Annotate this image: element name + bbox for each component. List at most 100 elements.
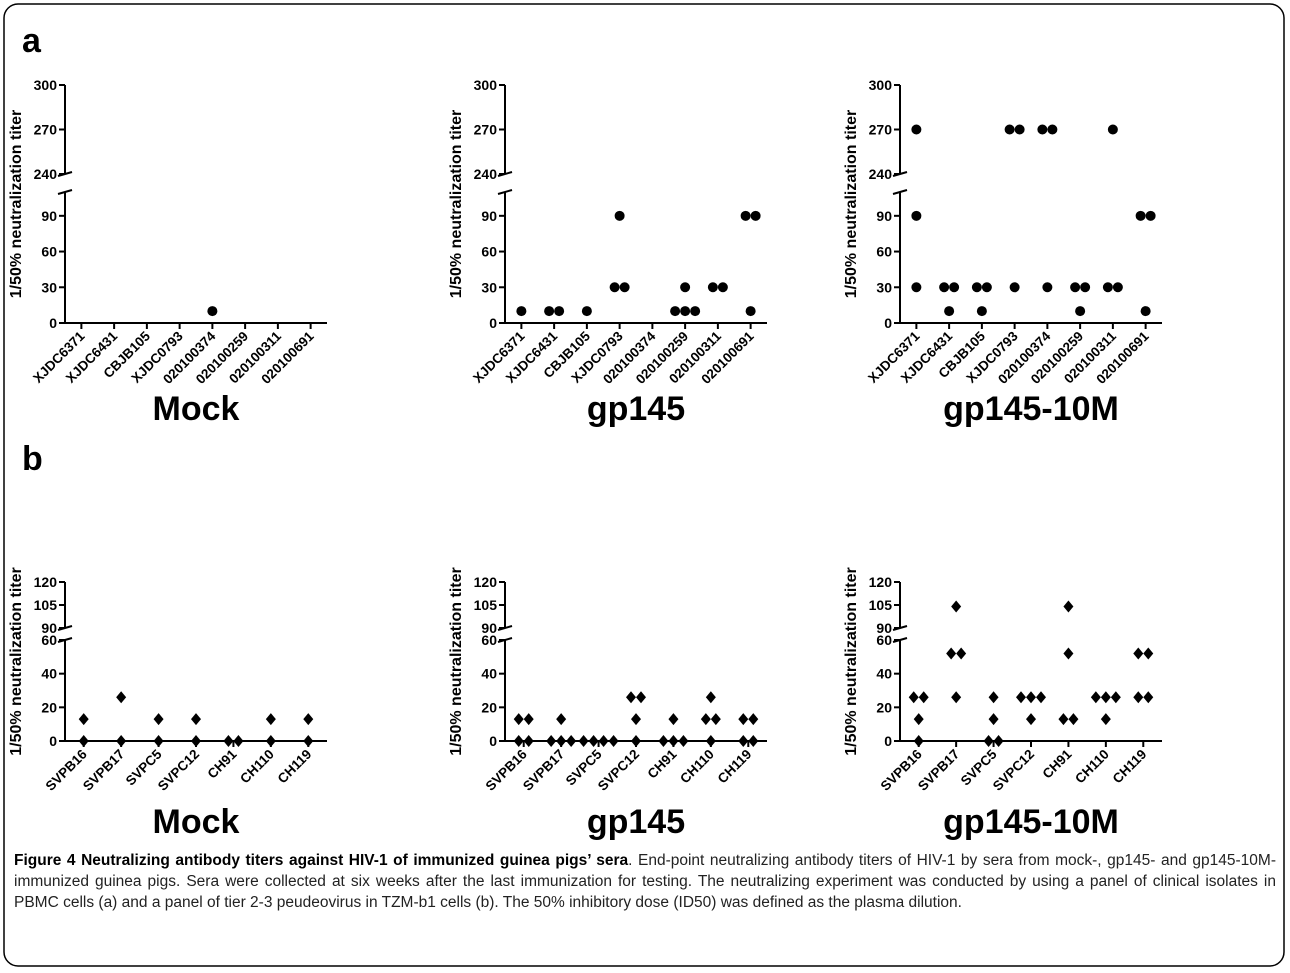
y-tick-label: 30 (481, 279, 497, 295)
point (1112, 282, 1123, 293)
y-tick-label: 0 (49, 315, 57, 331)
x-tick-label: CH91 (1040, 746, 1075, 781)
point (988, 713, 999, 726)
point (670, 306, 681, 317)
point (951, 600, 962, 613)
point (658, 735, 669, 747)
point (626, 691, 636, 704)
point (705, 691, 716, 704)
frame (3, 3, 1285, 967)
point (546, 735, 557, 747)
point (614, 210, 625, 221)
point (1026, 691, 1036, 704)
y-tick-label: 60 (41, 632, 57, 648)
y-axis-label: 1/50% neutralization titer (448, 110, 465, 299)
point (707, 282, 718, 293)
point (191, 713, 201, 726)
point (983, 735, 994, 747)
point (1145, 210, 1156, 221)
point (554, 306, 565, 317)
y-tick-label: 60 (876, 244, 892, 260)
axis-break (57, 189, 73, 195)
point (303, 735, 314, 747)
point (745, 306, 756, 317)
y-tick-label: 120 (34, 574, 58, 590)
point (911, 210, 922, 221)
point (1133, 647, 1144, 660)
point (1068, 713, 1079, 726)
y-tick-label: 20 (41, 699, 57, 715)
point (608, 735, 619, 747)
y-tick-label: 105 (474, 597, 498, 613)
point (976, 306, 987, 317)
y-tick-label: 90 (876, 620, 892, 636)
point (1075, 306, 1086, 317)
point (705, 735, 716, 747)
y-tick-label: 105 (34, 597, 58, 613)
point (956, 647, 967, 660)
point (1133, 691, 1144, 704)
point (1100, 691, 1111, 704)
point (516, 306, 527, 317)
y-tick-label: 240 (34, 166, 58, 182)
panel-label: a (22, 22, 42, 60)
x-tick-label: SVPB17 (915, 747, 962, 794)
point (748, 735, 759, 747)
caption-label: Figure 4 Neutralizing antibody titers ag… (14, 852, 629, 869)
y-tick-label: 20 (481, 699, 497, 715)
point (556, 713, 567, 726)
point (588, 735, 599, 747)
y-tick-label: 120 (869, 574, 893, 590)
y-tick-label: 90 (41, 208, 57, 224)
y-tick-label: 270 (34, 122, 58, 138)
y-tick-label: 90 (481, 620, 497, 636)
point (116, 735, 127, 747)
x-tick-label: CH110 (237, 747, 277, 787)
point (1036, 691, 1046, 704)
y-axis-label: 1/50% neutralization titer (843, 567, 860, 756)
chart-title: gp145-10M (943, 390, 1119, 428)
point (233, 735, 244, 747)
point (748, 713, 759, 726)
point (1026, 713, 1036, 726)
point (581, 306, 592, 317)
x-tick-label: SVPB17 (520, 747, 567, 794)
point (678, 735, 689, 747)
point (738, 735, 749, 747)
y-tick-label: 30 (876, 279, 892, 295)
point (556, 735, 567, 747)
y-tick-label: 30 (41, 279, 57, 295)
point (1110, 691, 1121, 704)
point (303, 713, 314, 726)
point (710, 713, 721, 726)
y-axis-label: 1/50% neutralization titer (8, 110, 25, 299)
point (265, 735, 276, 747)
point (700, 713, 711, 726)
point (153, 713, 164, 726)
point (1014, 124, 1025, 135)
y-tick-label: 60 (481, 244, 497, 260)
y-tick-label: 0 (49, 733, 57, 749)
point (1143, 691, 1154, 704)
x-tick-label: CH110 (1072, 747, 1112, 787)
point (911, 282, 922, 293)
point (1058, 713, 1069, 726)
point (908, 691, 919, 704)
point (1047, 124, 1058, 135)
point (918, 691, 929, 704)
x-tick-label: CH119 (275, 747, 315, 787)
point (631, 735, 641, 747)
point (1004, 124, 1015, 135)
point (750, 210, 761, 221)
y-tick-label: 240 (869, 166, 893, 182)
y-tick-label: 60 (876, 632, 892, 648)
point (513, 713, 524, 726)
point (680, 306, 691, 317)
x-tick-label: SVPC12 (990, 747, 1037, 794)
point (191, 735, 201, 747)
point (911, 124, 922, 135)
point (740, 210, 751, 221)
caption-text: . End-point neutralizing antibody titers… (14, 852, 1276, 911)
point (988, 691, 999, 704)
y-tick-label: 60 (41, 244, 57, 260)
